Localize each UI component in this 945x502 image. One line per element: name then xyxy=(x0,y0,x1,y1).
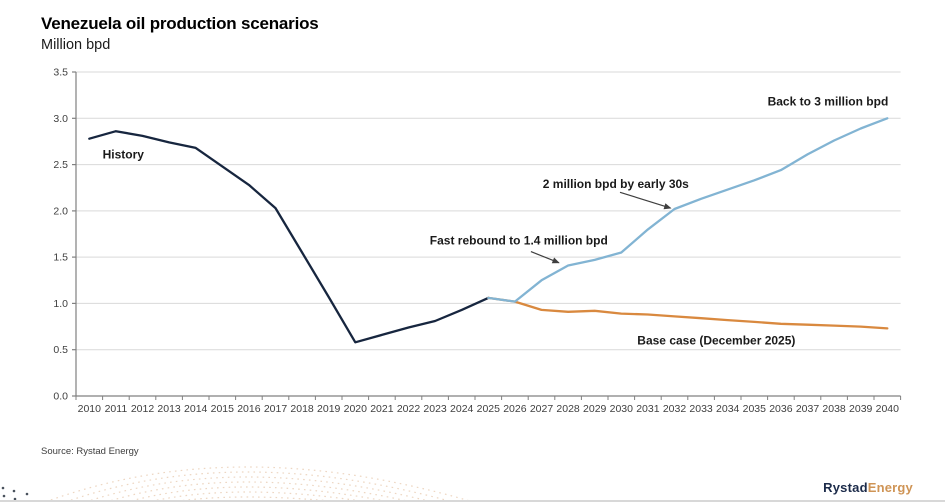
x-tick-label: 2018 xyxy=(290,403,314,415)
y-tick-label: 2.0 xyxy=(53,205,68,217)
x-tick-label: 2035 xyxy=(743,403,767,415)
x-tick-label: 2024 xyxy=(450,403,474,415)
annotation-two-million-label: 2 million bpd by early 30s xyxy=(543,177,689,191)
deco-arc xyxy=(43,466,476,502)
x-tick-label: 2032 xyxy=(663,403,687,415)
x-tick-label: 2036 xyxy=(769,403,793,415)
bottom-divider xyxy=(0,500,945,502)
x-tick-label: 2017 xyxy=(264,403,288,415)
logo-part-energy: Energy xyxy=(867,480,913,495)
y-tick-label: 2.5 xyxy=(53,159,68,171)
logo-part-rystad: Rystad xyxy=(823,480,868,495)
x-tick-label: 2022 xyxy=(397,403,421,415)
line-chart: 0.0 0.5 1.0 1.5 2.0 2.5 3.0 3.5 2010 2011 2012 2013… xyxy=(53,67,902,415)
x-tick-label: 2012 xyxy=(131,403,155,415)
x-tick-label: 2026 xyxy=(503,403,527,415)
y-tick-label: 1.0 xyxy=(53,298,68,310)
y-tick-label: 3.5 xyxy=(53,67,68,79)
page-title: Venezuela oil production scenarios xyxy=(41,14,319,33)
x-tick-label: 2019 xyxy=(317,403,341,415)
x-tick-label: 2033 xyxy=(689,403,713,415)
y-tick-label: 1.5 xyxy=(53,252,68,264)
x-tick-label: 2015 xyxy=(211,403,235,415)
x-tick-label: 2034 xyxy=(716,403,740,415)
series-line-history xyxy=(88,130,490,344)
source-note: Source: Rystad Energy xyxy=(41,446,139,457)
x-tick-label: 2039 xyxy=(849,403,873,415)
deco-arc xyxy=(104,481,414,502)
decorative-dot-arcs xyxy=(1,466,476,502)
x-tick-label: 2021 xyxy=(370,403,394,415)
x-tick-label: 2016 xyxy=(237,403,261,415)
x-tick-label: 2014 xyxy=(184,403,208,415)
x-tick-label: 2023 xyxy=(423,403,447,415)
annotation-fast-rebound-label: Fast rebound to 1.4 million bpd xyxy=(430,234,608,248)
y-tick-label: 3.0 xyxy=(53,113,68,125)
annotation-arrow-two-million-label xyxy=(619,191,672,210)
x-tick-label: 2010 xyxy=(78,403,102,415)
x-tick-label: 2038 xyxy=(822,403,846,415)
x-tick-label: 2030 xyxy=(610,403,634,415)
deco-arc xyxy=(84,476,435,502)
y-tick-label: 0.5 xyxy=(53,344,68,356)
x-tick-label: 2011 xyxy=(105,403,128,415)
annotation-history-label: History xyxy=(103,147,145,161)
series-line-base-case xyxy=(487,296,889,330)
deco-arc xyxy=(63,471,455,502)
rystad-energy-logo: RystadEnergy xyxy=(823,480,913,495)
x-tick-label: 2031 xyxy=(636,403,660,415)
x-tick-label: 2020 xyxy=(344,403,368,415)
annotation-arrow-fast-rebound-label xyxy=(530,251,560,264)
x-tick-label: 2040 xyxy=(876,403,900,415)
x-tick-label: 2013 xyxy=(157,403,181,415)
series-line-rebound xyxy=(487,117,889,303)
annotation-base-case-label: Base case (December 2025) xyxy=(637,334,795,348)
x-tick-label: 2028 xyxy=(556,403,580,415)
x-tick-label: 2025 xyxy=(477,403,501,415)
y-axis-unit-label: Million bpd xyxy=(41,37,111,53)
y-tick-label: 0.0 xyxy=(53,391,68,403)
annotation-back-to-three-label: Back to 3 million bpd xyxy=(768,95,889,109)
x-tick-label: 2037 xyxy=(796,403,820,415)
x-tick-label: 2029 xyxy=(583,403,607,415)
x-tick-label: 2027 xyxy=(530,403,554,415)
